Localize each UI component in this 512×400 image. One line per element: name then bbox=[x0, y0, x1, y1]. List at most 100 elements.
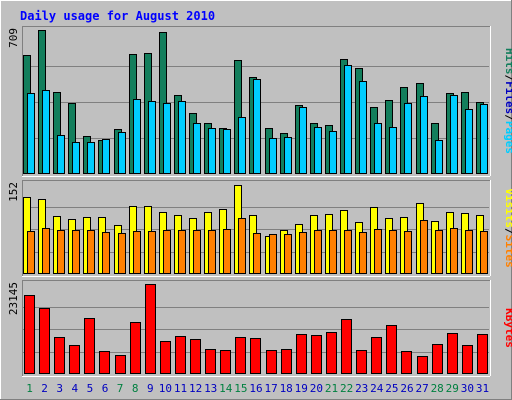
y-max-label: 23145 bbox=[7, 282, 20, 315]
bar-sites-day-16 bbox=[253, 233, 261, 274]
bar-files-day-10 bbox=[163, 103, 171, 174]
bar-kbytes-day-21 bbox=[326, 332, 337, 374]
bar-sites-day-24 bbox=[374, 229, 382, 274]
bar-kbytes-day-17 bbox=[266, 350, 277, 374]
bar-sites-day-30 bbox=[465, 230, 473, 274]
series-legend-hits-files-pages: Hits/Files/Pages bbox=[503, 48, 512, 154]
legend-part: Visits bbox=[503, 188, 512, 228]
day-label-17: 17 bbox=[264, 382, 277, 395]
bar-files-day-13 bbox=[208, 128, 216, 174]
bar-kbytes-day-22 bbox=[341, 319, 352, 374]
legend-part: Sites bbox=[503, 235, 512, 268]
series-legend-kbytes: KBytes bbox=[503, 308, 512, 348]
bar-files-day-23 bbox=[359, 81, 367, 174]
day-label-11: 11 bbox=[174, 382, 187, 395]
day-label-10: 10 bbox=[159, 382, 172, 395]
legend-part: Files bbox=[503, 81, 512, 114]
bar-sites-day-7 bbox=[118, 233, 126, 274]
day-label-2: 2 bbox=[41, 382, 48, 395]
bar-files-day-9 bbox=[148, 101, 156, 174]
day-label-6: 6 bbox=[102, 382, 109, 395]
bar-files-day-25 bbox=[389, 127, 397, 174]
panel-kbytes: 23145 KBytes bbox=[7, 280, 512, 377]
bar-kbytes-day-6 bbox=[99, 351, 110, 374]
bar-kbytes-day-27 bbox=[417, 356, 428, 374]
bar-files-day-26 bbox=[404, 103, 412, 174]
day-label-19: 19 bbox=[295, 382, 308, 395]
bar-kbytes-day-28 bbox=[432, 344, 443, 374]
bar-sites-day-25 bbox=[389, 230, 397, 274]
bar-files-day-11 bbox=[178, 101, 186, 174]
day-label-8: 8 bbox=[132, 382, 139, 395]
bar-kbytes-day-13 bbox=[205, 349, 216, 374]
bar-files-day-15 bbox=[238, 117, 246, 174]
bar-kbytes-day-11 bbox=[175, 336, 186, 374]
bar-files-day-4 bbox=[72, 142, 80, 174]
bar-files-day-22 bbox=[344, 65, 352, 174]
bar-sites-day-31 bbox=[480, 231, 488, 274]
bar-sites-day-23 bbox=[359, 232, 367, 274]
bar-files-day-17 bbox=[269, 138, 277, 174]
bar-kbytes-day-26 bbox=[401, 351, 412, 374]
panels-layer: 709 Hits/Files/Pages 152 Visits/Sites 23145 K… bbox=[7, 26, 512, 377]
bar-kbytes-day-18 bbox=[281, 349, 292, 374]
day-label-1: 1 bbox=[26, 382, 33, 395]
day-labels: 1 2 3 4 5 6 7 8 9 10 11 12 13 14 15 16 17 18 19 20 21 22 23 24 2… bbox=[26, 382, 489, 395]
chart-title: Daily usage for August 2010 bbox=[20, 9, 215, 23]
panel-hits-files-pages: 709 Hits/Files/Pages bbox=[7, 26, 512, 177]
bar-files-day-27 bbox=[420, 96, 428, 174]
bar-kbytes-day-9 bbox=[145, 284, 156, 374]
bar-files-day-24 bbox=[374, 123, 382, 174]
bar-files-day-28 bbox=[435, 140, 443, 174]
day-label-24: 24 bbox=[370, 382, 384, 395]
y-max-label: 152 bbox=[7, 182, 20, 202]
bar-kbytes-day-10 bbox=[160, 341, 171, 374]
bar-files-day-5 bbox=[87, 142, 95, 174]
day-label-18: 18 bbox=[280, 382, 293, 395]
bar-kbytes-day-19 bbox=[296, 334, 307, 374]
day-label-16: 16 bbox=[249, 382, 262, 395]
bar-sites-day-12 bbox=[193, 230, 201, 274]
bar-files-day-8 bbox=[133, 99, 141, 174]
bar-files-day-14 bbox=[223, 129, 231, 174]
day-label-21: 21 bbox=[325, 382, 338, 395]
bar-files-day-7 bbox=[118, 132, 126, 174]
day-label-22: 22 bbox=[340, 382, 353, 395]
day-label-7: 7 bbox=[117, 382, 124, 395]
bar-kbytes-day-3 bbox=[54, 337, 65, 374]
bar-kbytes-day-31 bbox=[477, 334, 488, 374]
bar-sites-day-11 bbox=[178, 230, 186, 274]
series-legend-visits-sites: Visits/Sites bbox=[503, 188, 512, 268]
bar-sites-day-9 bbox=[148, 231, 156, 274]
bar-files-day-19 bbox=[299, 107, 307, 174]
bar-sites-day-26 bbox=[404, 231, 412, 274]
day-label-9: 9 bbox=[147, 382, 154, 395]
bar-kbytes-day-5 bbox=[84, 318, 95, 374]
bar-kbytes-day-16 bbox=[250, 338, 261, 374]
bar-files-day-20 bbox=[314, 127, 322, 174]
bar-sites-day-28 bbox=[435, 230, 443, 274]
day-label-26: 26 bbox=[400, 382, 413, 395]
legend-part: Hits bbox=[503, 48, 512, 75]
day-label-12: 12 bbox=[189, 382, 202, 395]
bar-files-day-12 bbox=[193, 123, 201, 174]
bar-files-day-18 bbox=[284, 137, 292, 174]
bar-kbytes-day-25 bbox=[386, 325, 397, 374]
day-label-23: 23 bbox=[355, 382, 368, 395]
bar-kbytes-day-4 bbox=[69, 345, 80, 374]
bar-files-day-2 bbox=[42, 90, 50, 174]
bar-sites-day-22 bbox=[344, 230, 352, 274]
bar-files-day-31 bbox=[480, 104, 488, 174]
legend-part: Pages bbox=[503, 121, 512, 154]
bar-files-day-6 bbox=[102, 139, 110, 174]
bar-sites-day-27 bbox=[420, 220, 428, 274]
legend-part: KBytes bbox=[503, 308, 512, 348]
bar-kbytes-day-8 bbox=[130, 322, 141, 374]
day-label-20: 20 bbox=[310, 382, 323, 395]
day-label-3: 3 bbox=[56, 382, 63, 395]
bar-sites-day-21 bbox=[329, 230, 337, 274]
bar-kbytes-day-12 bbox=[190, 339, 201, 374]
y-max-label: 709 bbox=[7, 28, 20, 48]
